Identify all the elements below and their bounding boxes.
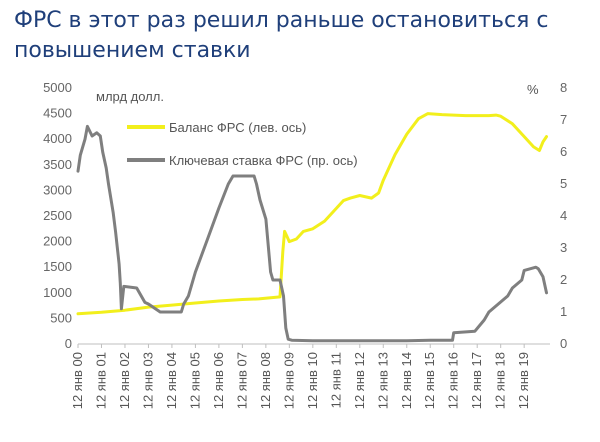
x-tick-label: 12 янв 02 bbox=[117, 352, 132, 409]
series-lines bbox=[76, 112, 548, 343]
x-tick-label: 12 янв 01 bbox=[93, 352, 108, 409]
x-tick-label: 12 янв 08 bbox=[258, 352, 273, 409]
x-tick-label: 12 янв 09 bbox=[281, 352, 296, 409]
series-line-2 bbox=[76, 124, 548, 343]
x-tick-label: 12 янв 19 bbox=[516, 352, 531, 409]
left-tick-label: 1000 bbox=[43, 285, 72, 300]
x-tick-label: 12 янв 07 bbox=[234, 352, 249, 409]
x-tick-label: 12 янв 00 bbox=[70, 352, 85, 409]
x-tick-label: 12 янв 12 bbox=[352, 352, 367, 409]
right-tick-label: 7 bbox=[560, 112, 567, 127]
right-tick-label: 2 bbox=[560, 272, 567, 287]
right-tick-label: 0 bbox=[560, 336, 567, 351]
x-tick-label: 12 янв 03 bbox=[140, 352, 155, 409]
right-tick-label: 6 bbox=[560, 144, 567, 159]
left-tick-label: 4000 bbox=[43, 131, 72, 146]
x-tick-label: 12 янв 13 bbox=[375, 352, 390, 409]
x-tick-label: 12 янв 05 bbox=[187, 352, 202, 409]
left-tick-label: 4500 bbox=[43, 106, 72, 121]
legend-label-2: Ключевая ставка ФРС (пр. ось) bbox=[169, 153, 358, 168]
legend-label-1: Баланс ФРС (лев. ось) bbox=[169, 120, 306, 135]
x-tick-label: 12 янв 04 bbox=[164, 352, 179, 409]
left-tick-label: 0 bbox=[65, 336, 72, 351]
x-tick-label: 12 янв 14 bbox=[399, 352, 414, 409]
right-tick-label: 3 bbox=[560, 240, 567, 255]
right-axis-unit: % bbox=[527, 82, 539, 97]
x-tick-label: 12 янв 11 bbox=[328, 352, 343, 408]
axes: 0 500 1000 1500 2000 2500 3000 3500 4000 4500 5000… bbox=[43, 80, 567, 409]
left-tick-label: 3500 bbox=[43, 157, 72, 172]
x-tick-label: 12 янв 16 bbox=[446, 352, 461, 409]
x-tick-label: 12 янв 06 bbox=[211, 352, 226, 409]
x-tick-label: 12 янв 18 bbox=[493, 352, 508, 409]
right-tick-label: 8 bbox=[560, 80, 567, 95]
left-tick-label: 5000 bbox=[43, 80, 72, 95]
x-tick-label: 12 янв 17 bbox=[469, 352, 484, 409]
legend: Баланс ФРС (лев. ось) Ключевая ставка ФРС… bbox=[127, 120, 358, 168]
right-tick-label: 5 bbox=[560, 176, 567, 191]
left-tick-label: 500 bbox=[50, 310, 72, 325]
x-tick-label: 12 янв 15 bbox=[422, 352, 437, 409]
chart-title: ФРС в этот раз решил раньше остановиться… bbox=[14, 8, 549, 63]
left-tick-label: 3000 bbox=[43, 182, 72, 197]
right-tick-label: 4 bbox=[560, 208, 567, 223]
right-tick-label: 1 bbox=[560, 304, 567, 319]
left-axis-unit: млрд долл. bbox=[96, 89, 164, 104]
left-tick-label: 2500 bbox=[43, 208, 72, 223]
left-tick-label: 1500 bbox=[43, 259, 72, 274]
series-line-1 bbox=[76, 112, 548, 316]
left-tick-label: 2000 bbox=[43, 234, 72, 249]
x-tick-label: 12 янв 10 bbox=[305, 352, 320, 409]
